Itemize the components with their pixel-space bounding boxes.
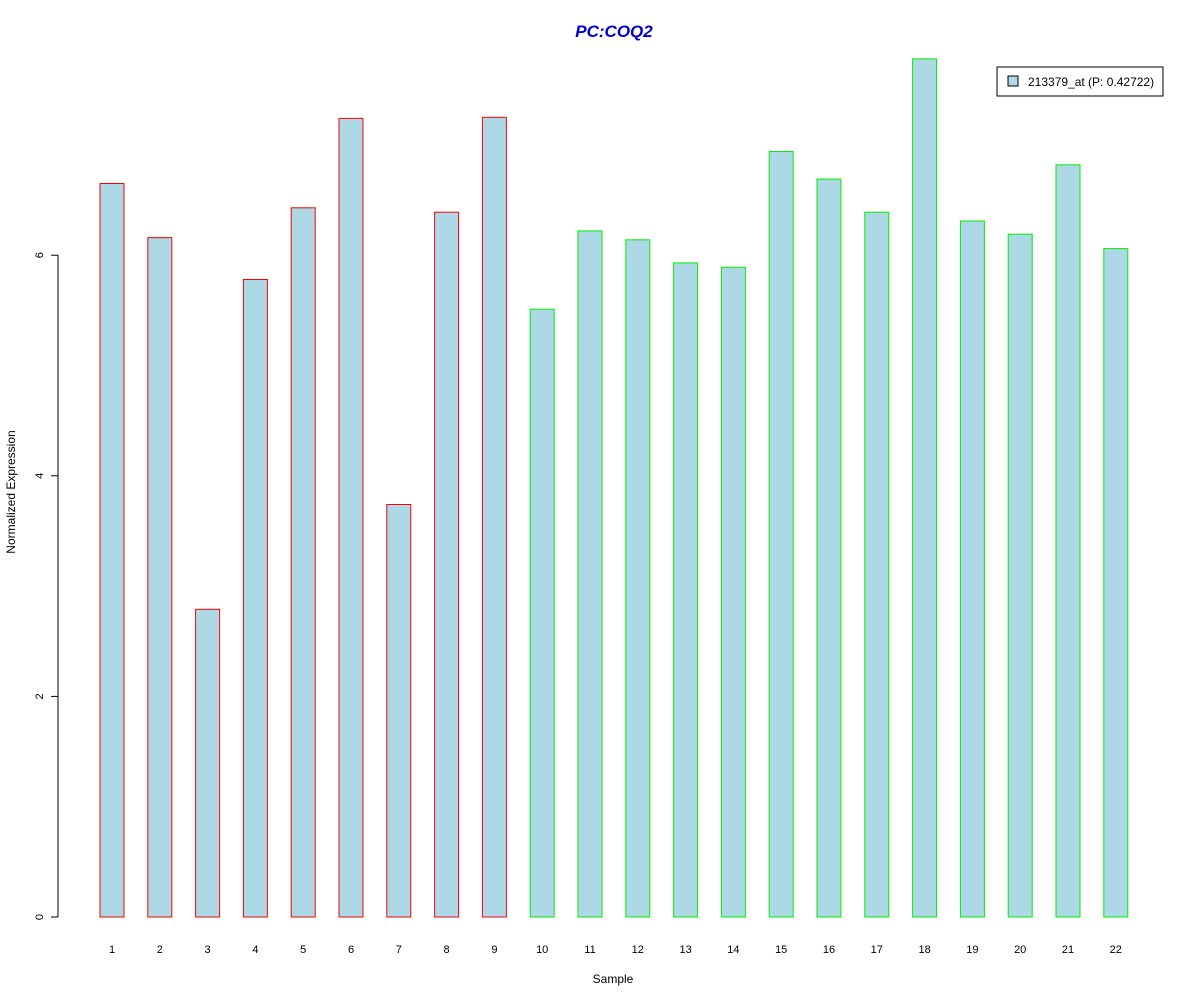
bar-sample-21 xyxy=(1055,164,1081,918)
x-axis-label: Sample xyxy=(593,972,634,986)
bar-sample-8 xyxy=(434,211,460,918)
y-tick-label: 0 xyxy=(34,914,46,920)
chart-title: PC:COQ2 xyxy=(575,22,653,41)
legend-entry: 213379_at (P: 0.42722) xyxy=(1028,75,1154,89)
bar-sample-3 xyxy=(195,608,221,918)
bars-group xyxy=(99,58,1129,918)
bar-sample-13 xyxy=(673,262,699,918)
bar-sample-7 xyxy=(386,504,412,918)
x-tick-label: 21 xyxy=(1062,944,1074,956)
x-tick-label: 19 xyxy=(966,944,978,956)
x-tick-label: 12 xyxy=(632,944,644,956)
bar-sample-20 xyxy=(1007,233,1033,918)
x-tick-label: 18 xyxy=(918,944,930,956)
y-tick-label: 2 xyxy=(34,693,46,699)
bar-sample-17 xyxy=(864,211,890,918)
bar-sample-18 xyxy=(912,58,938,918)
bar-sample-9 xyxy=(481,116,507,918)
bar-sample-10 xyxy=(529,308,555,918)
y-tick-label: 4 xyxy=(34,473,46,479)
x-tick-label: 20 xyxy=(1014,944,1026,956)
x-tick-label: 14 xyxy=(727,944,739,956)
bar-sample-4 xyxy=(242,279,268,918)
x-tick-label: 13 xyxy=(679,944,691,956)
x-tick-label: 6 xyxy=(348,944,354,956)
legend-box xyxy=(996,66,1164,97)
x-tick-label: 5 xyxy=(300,944,306,956)
x-tick-label: 10 xyxy=(536,944,548,956)
bar-sample-12 xyxy=(625,239,651,918)
legend: 213379_at (P: 0.42722) xyxy=(996,66,1164,97)
bar-sample-16 xyxy=(816,178,842,918)
x-tick-label: 9 xyxy=(491,944,497,956)
bar-sample-15 xyxy=(768,151,794,918)
x-tick-label: 16 xyxy=(823,944,835,956)
x-tick-label: 15 xyxy=(775,944,787,956)
x-tick-label: 17 xyxy=(871,944,883,956)
x-tick-label: 3 xyxy=(205,944,211,956)
bar-sample-11 xyxy=(577,230,603,918)
bar-sample-5 xyxy=(290,207,316,918)
x-tick-label: 8 xyxy=(444,944,450,956)
x-tick-label: 22 xyxy=(1110,944,1122,956)
legend-swatch xyxy=(1007,75,1019,87)
bar-sample-14 xyxy=(720,266,746,918)
y-axis-label: Normalized Expression xyxy=(4,430,18,553)
bar-sample-1 xyxy=(99,183,125,918)
x-tick-label: 1 xyxy=(109,944,115,956)
x-tick-labels: 1 2 3 4 5 6 7 8 9 10 11 12 13 14 15 16 17 18 19 20 21 22 xyxy=(109,944,1122,956)
y-axis: 0 2 4 6 xyxy=(34,252,59,920)
x-tick-label: 11 xyxy=(584,944,595,956)
y-tick-label: 6 xyxy=(34,252,46,258)
bar-sample-6 xyxy=(338,117,364,918)
x-tick-label: 4 xyxy=(252,944,258,956)
bar-sample-2 xyxy=(147,237,173,918)
bar-sample-19 xyxy=(959,220,985,918)
x-tick-label: 7 xyxy=(396,944,402,956)
bar-sample-22 xyxy=(1103,248,1129,918)
x-tick-label: 2 xyxy=(157,944,163,956)
